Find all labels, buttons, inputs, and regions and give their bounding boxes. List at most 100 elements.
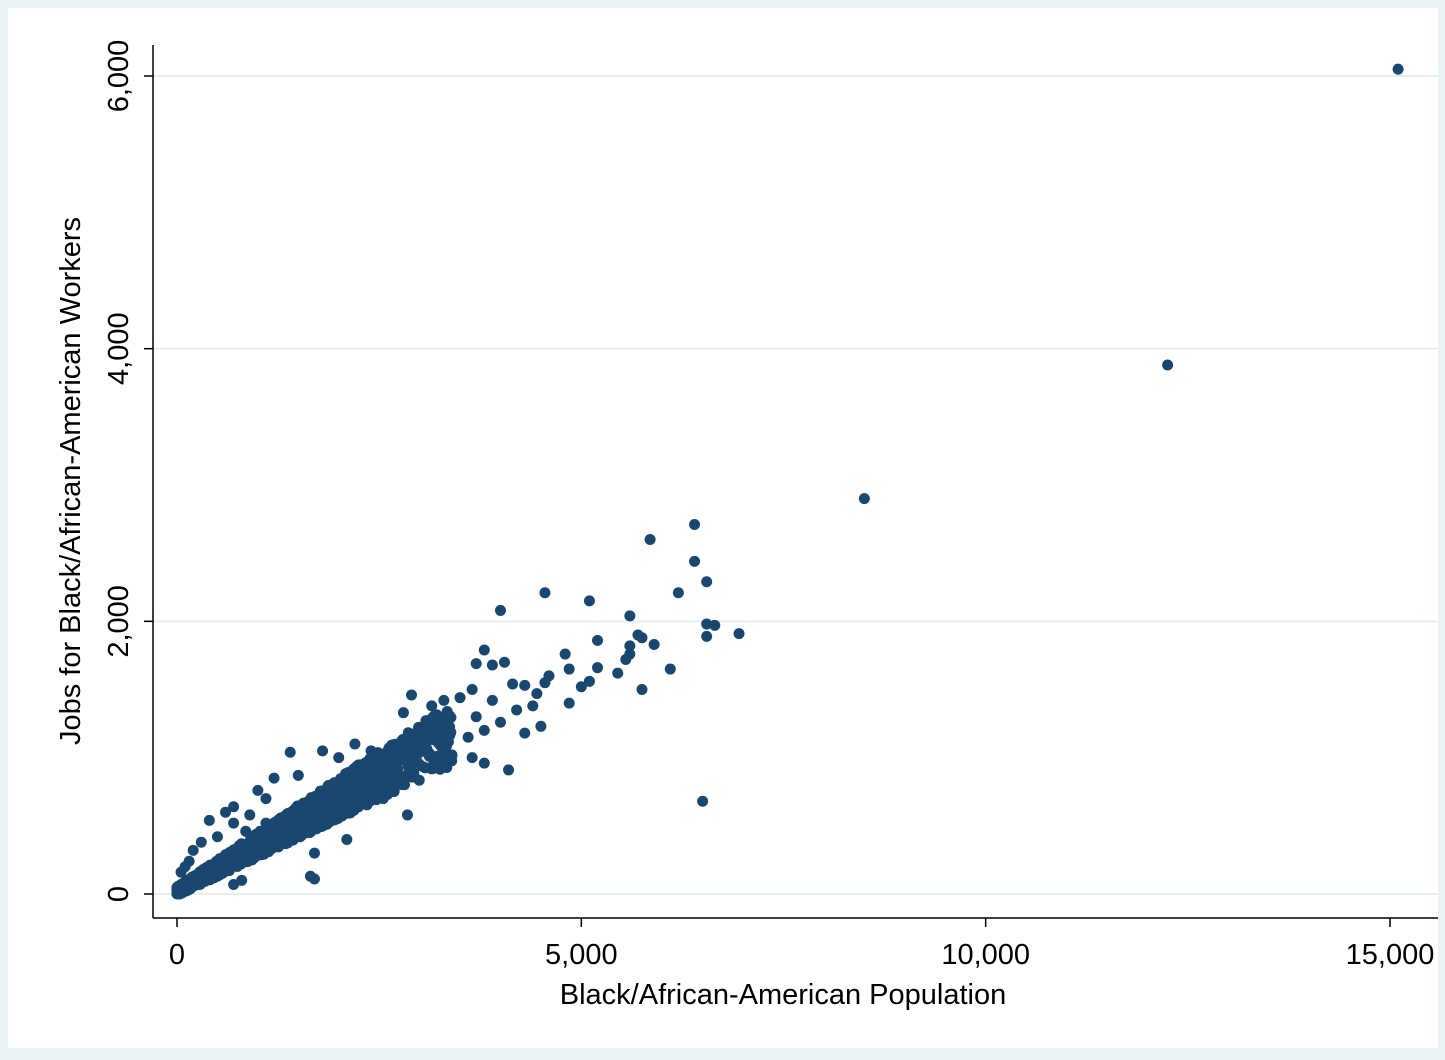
data-point-42 [406, 689, 417, 700]
data-point-24 [620, 654, 631, 665]
data-point-94 [196, 837, 207, 848]
data-point-95 [252, 841, 263, 852]
data-point-39 [467, 684, 478, 695]
cluster-point [426, 763, 437, 774]
data-point-107 [176, 867, 187, 878]
y-tick-label-3: 6,000 [103, 40, 135, 113]
data-point-37 [636, 684, 647, 695]
data-point-4 [645, 534, 656, 545]
data-point-108 [697, 796, 708, 807]
data-point-3 [689, 519, 700, 530]
data-point-14 [734, 628, 745, 639]
data-point-79 [402, 809, 413, 820]
data-point-69 [382, 766, 393, 777]
data-point-76 [378, 793, 389, 804]
data-point-86 [341, 834, 352, 845]
data-point-27 [487, 659, 498, 670]
data-point-74 [402, 771, 413, 782]
cluster-point [318, 820, 329, 831]
data-point-51 [430, 714, 441, 725]
data-point-10 [495, 605, 506, 616]
data-point-31 [612, 668, 623, 679]
plot-area [8, 8, 1438, 1048]
cluster-point [310, 806, 321, 817]
cluster-point [331, 799, 342, 810]
y-axis-title: Jobs for Black/African-American Workers [55, 217, 87, 745]
data-point-21 [479, 644, 490, 655]
data-point-58 [414, 741, 425, 752]
data-point-30 [665, 664, 676, 675]
data-point-78 [252, 785, 263, 796]
data-point-85 [277, 823, 288, 834]
data-point-71 [269, 773, 280, 784]
data-point-36 [576, 681, 587, 692]
cluster-point [357, 759, 368, 770]
data-point-97 [188, 845, 199, 856]
data-point-8 [539, 587, 550, 598]
x-axis-title: Black/African-American Population [560, 979, 1006, 1011]
data-point-64 [366, 745, 377, 756]
cluster-point [337, 786, 348, 797]
data-point-54 [535, 721, 546, 732]
cluster-point [335, 773, 346, 784]
data-point-87 [260, 818, 271, 829]
data-point-23 [560, 649, 571, 660]
data-point-63 [438, 756, 449, 767]
data-point-7 [673, 587, 684, 598]
y-tick-label-0: 0 [103, 886, 135, 902]
data-point-9 [584, 595, 595, 606]
data-point-81 [260, 793, 271, 804]
data-point-11 [624, 610, 635, 621]
cluster-point [392, 757, 403, 768]
data-point-16 [701, 631, 712, 642]
data-point-48 [511, 704, 522, 715]
cluster-point [403, 761, 414, 772]
data-point-75 [317, 790, 328, 801]
data-point-55 [463, 732, 474, 743]
cluster-point [227, 854, 238, 865]
data-point-2 [859, 493, 870, 504]
data-point-103 [228, 879, 239, 890]
data-point-35 [507, 679, 518, 690]
data-point-89 [204, 815, 215, 826]
data-point-13 [709, 620, 720, 631]
data-point-40 [531, 688, 542, 699]
data-point-41 [455, 692, 466, 703]
data-point-98 [236, 848, 247, 859]
data-point-50 [495, 717, 506, 728]
data-point-38 [519, 680, 530, 691]
data-point-72 [293, 770, 304, 781]
data-point-91 [228, 818, 239, 829]
data-point-52 [398, 707, 409, 718]
data-point-25 [499, 657, 510, 668]
data-point-60 [467, 752, 478, 763]
data-point-96 [309, 848, 320, 859]
data-point-49 [471, 711, 482, 722]
data-point-43 [564, 698, 575, 709]
x-tick-label-2: 10,000 [941, 939, 1030, 971]
data-point-1 [1162, 360, 1173, 371]
x-tick-label-3: 15,000 [1346, 939, 1435, 971]
data-point-90 [220, 807, 231, 818]
data-point-101 [309, 874, 320, 885]
data-point-53 [519, 728, 530, 739]
data-point-0 [1393, 64, 1404, 75]
cluster-point [403, 727, 414, 738]
data-point-20 [649, 639, 660, 650]
data-point-77 [349, 782, 360, 793]
cluster-point [272, 836, 283, 847]
data-point-18 [592, 635, 603, 646]
data-point-61 [479, 758, 490, 769]
data-point-47 [426, 700, 437, 711]
data-point-6 [701, 576, 712, 587]
data-point-46 [438, 695, 449, 706]
data-point-82 [341, 803, 352, 814]
data-point-104 [212, 868, 223, 879]
x-tick-label-0: 0 [169, 939, 185, 971]
data-point-26 [471, 658, 482, 669]
y-tick-label-2: 4,000 [103, 312, 135, 385]
cluster-point [180, 878, 191, 889]
data-point-92 [301, 827, 312, 838]
x-tick-label-1: 5,000 [545, 939, 618, 971]
